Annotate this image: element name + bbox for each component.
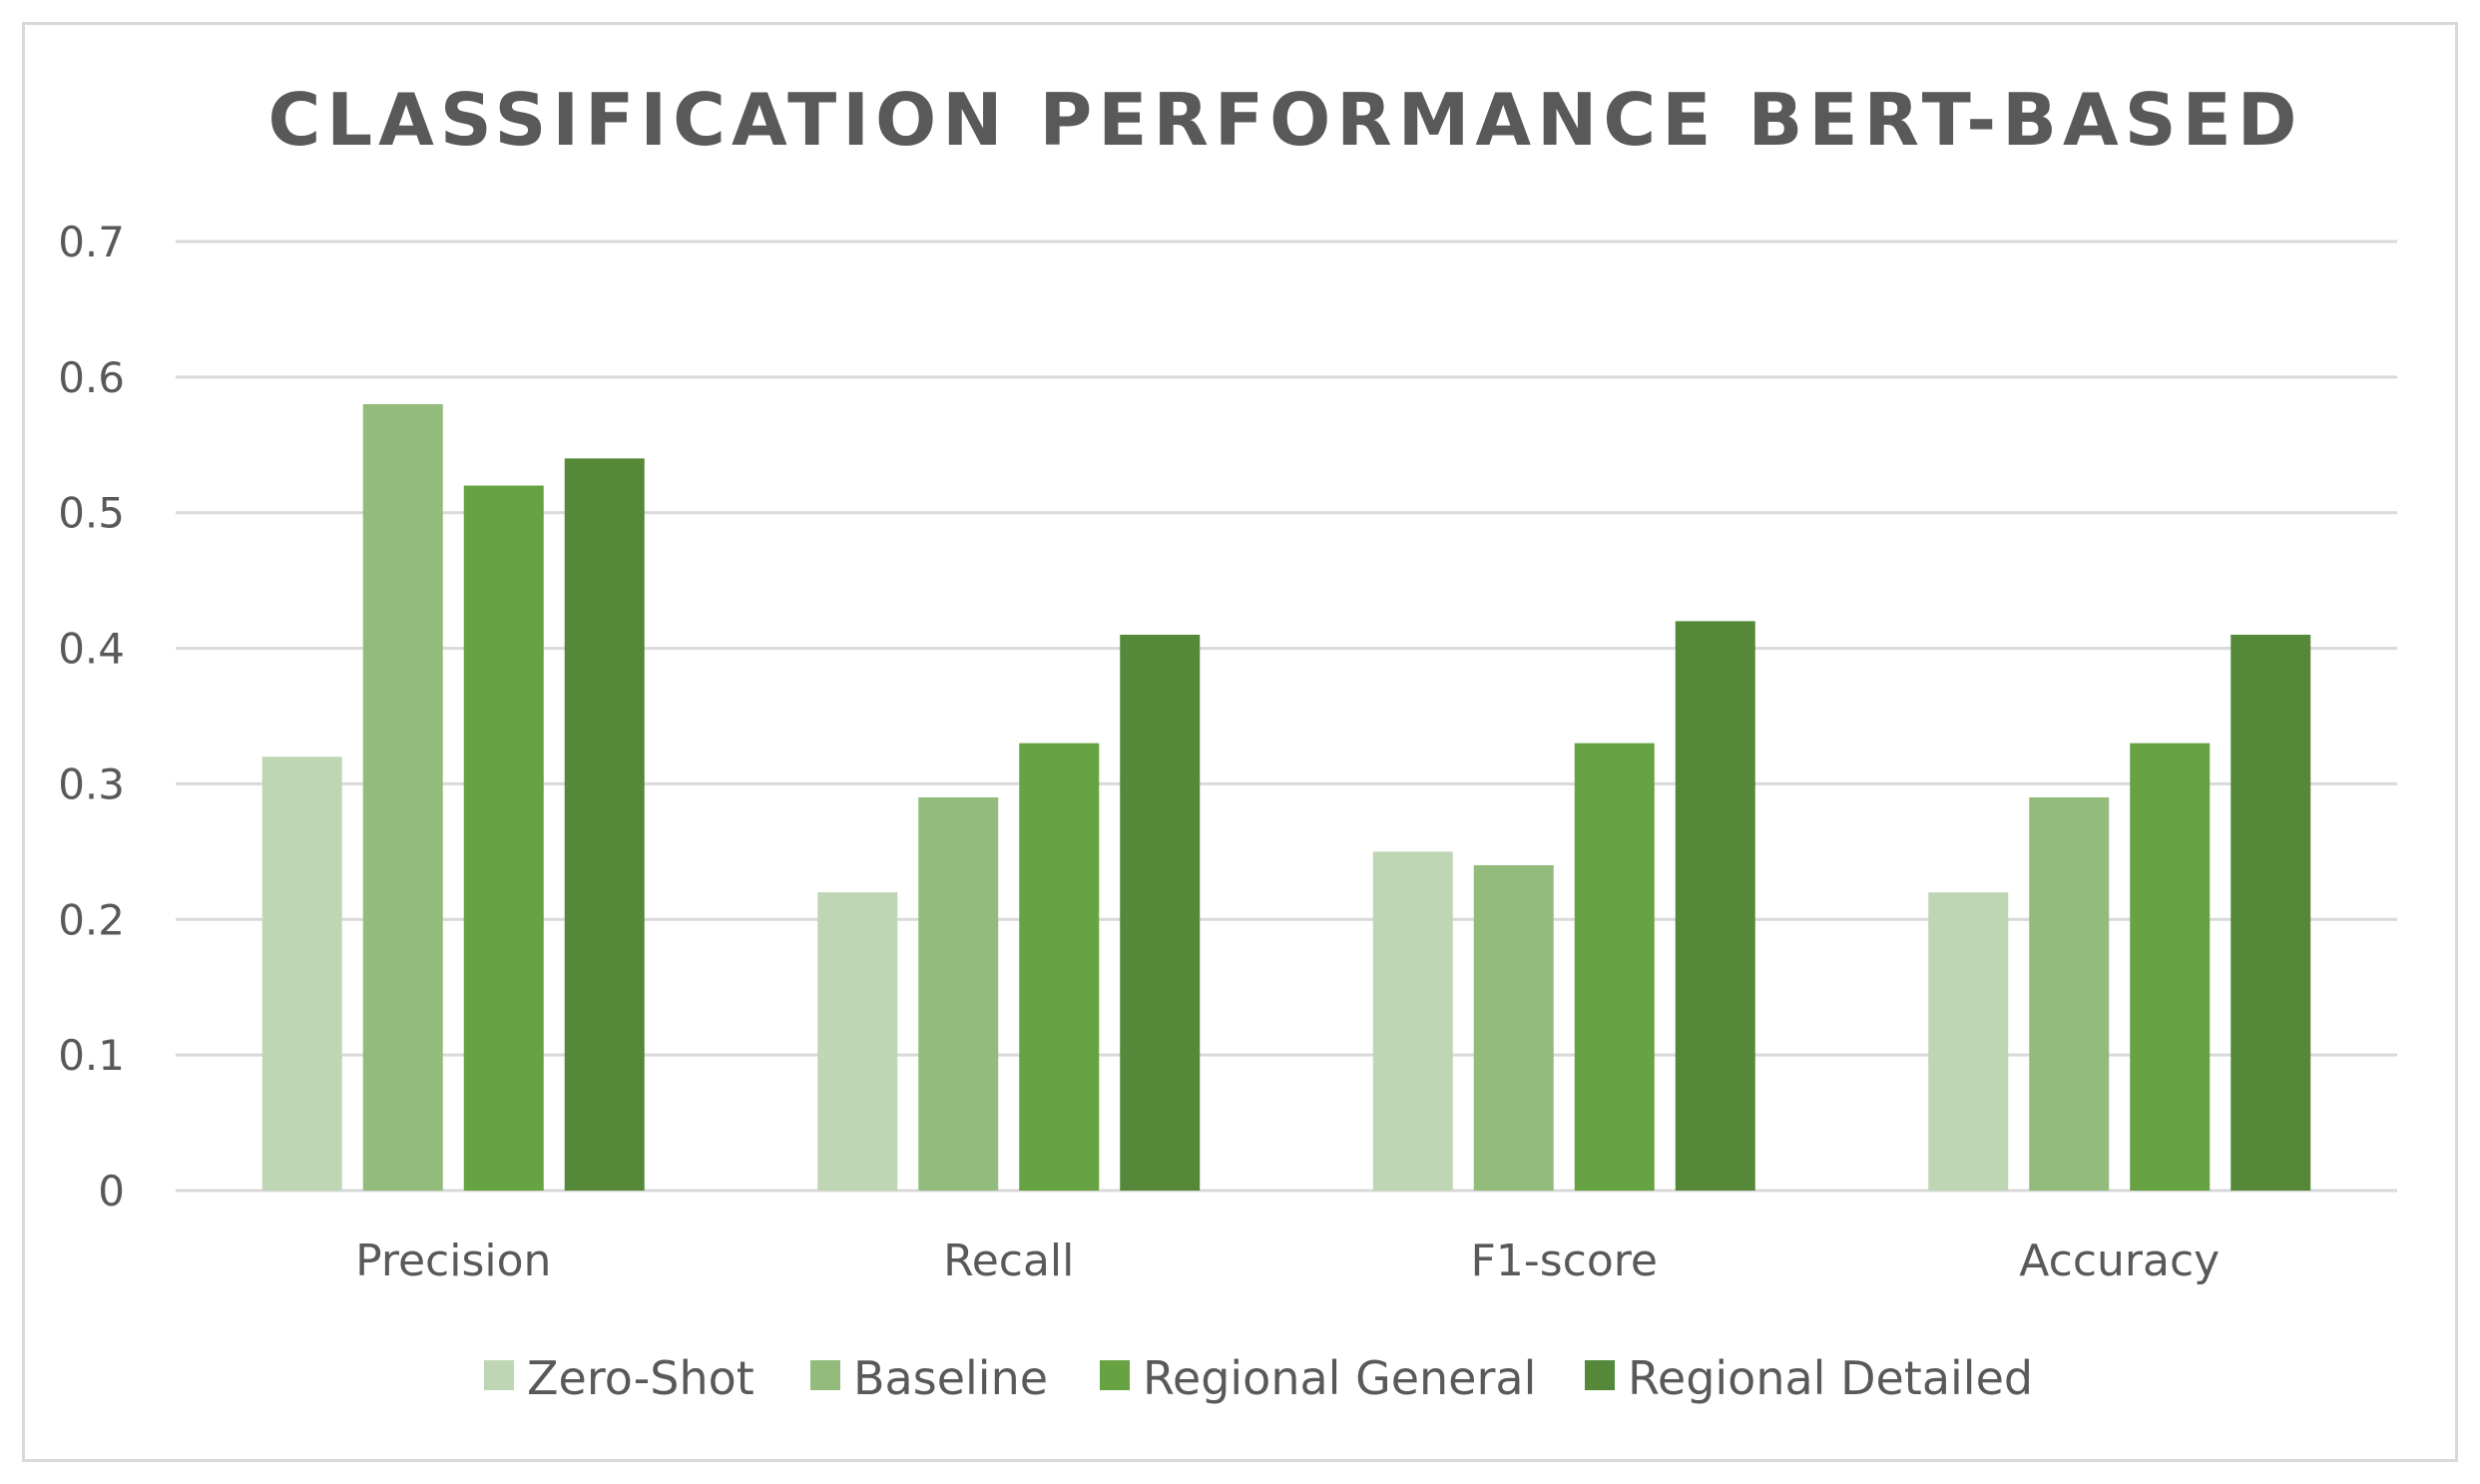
y-tick-label: 0.1 <box>58 1031 125 1080</box>
legend-label: Baseline <box>853 1351 1048 1405</box>
chart-title: CLASSIFICATION PERFORMANCE BERT-BASED <box>267 78 2302 162</box>
y-tick-label: 0.5 <box>58 489 125 538</box>
y-tick-label: 0 <box>98 1167 125 1216</box>
legend-label: Zero-Shot <box>527 1351 754 1405</box>
bar-zero-shot-precision <box>261 756 342 1191</box>
legend-swatch <box>1585 1360 1615 1390</box>
gridlines <box>176 240 2397 1193</box>
x-category-label: Accuracy <box>2019 1236 2220 1286</box>
bar-zero-shot-recall <box>817 892 898 1191</box>
bar-regional-general-recall <box>1019 742 1100 1191</box>
bar-regional-general-f1-score <box>1574 742 1655 1191</box>
x-category-label: Precision <box>355 1236 551 1286</box>
y-axis-ticks: 0 0.1 0.2 0.3 0.4 0.5 0.6 0.7 <box>58 218 125 1216</box>
legend-swatch <box>810 1360 840 1390</box>
bar-baseline-f1-score <box>1473 864 1554 1191</box>
bar-regional-detailed-recall <box>1120 634 1201 1191</box>
y-tick-label: 0.3 <box>58 759 125 808</box>
x-category-label: Recall <box>943 1236 1074 1286</box>
legend-label: Regional Detailed <box>1628 1351 2033 1405</box>
x-axis-labels: Precision Recall F1-score Accuracy <box>355 1236 2220 1286</box>
bar-regional-detailed-accuracy <box>2231 634 2311 1191</box>
bar-zero-shot-accuracy <box>1928 892 2009 1191</box>
y-tick-label: 0.7 <box>58 218 125 266</box>
x-category-label: F1-score <box>1471 1236 1658 1286</box>
bar-baseline-recall <box>918 797 999 1191</box>
legend-label: Regional General <box>1143 1351 1536 1405</box>
y-tick-label: 0.6 <box>58 353 125 402</box>
bar-baseline-accuracy <box>2029 797 2110 1191</box>
bar-regional-detailed-f1-score <box>1675 621 1755 1191</box>
bar-regional-general-precision <box>463 485 544 1191</box>
legend-swatch <box>1100 1360 1130 1390</box>
bar-regional-detailed-precision <box>564 458 645 1191</box>
bar-zero-shot-f1-score <box>1372 851 1453 1191</box>
bar-regional-general-accuracy <box>2130 742 2211 1191</box>
y-tick-label: 0.2 <box>58 895 125 944</box>
y-tick-label: 0.4 <box>58 625 125 674</box>
legend-swatch <box>484 1360 514 1390</box>
bar-baseline-precision <box>362 404 443 1191</box>
legend: Zero-Shot Baseline Regional General Regiona… <box>484 1351 2033 1405</box>
bars <box>261 404 2311 1191</box>
